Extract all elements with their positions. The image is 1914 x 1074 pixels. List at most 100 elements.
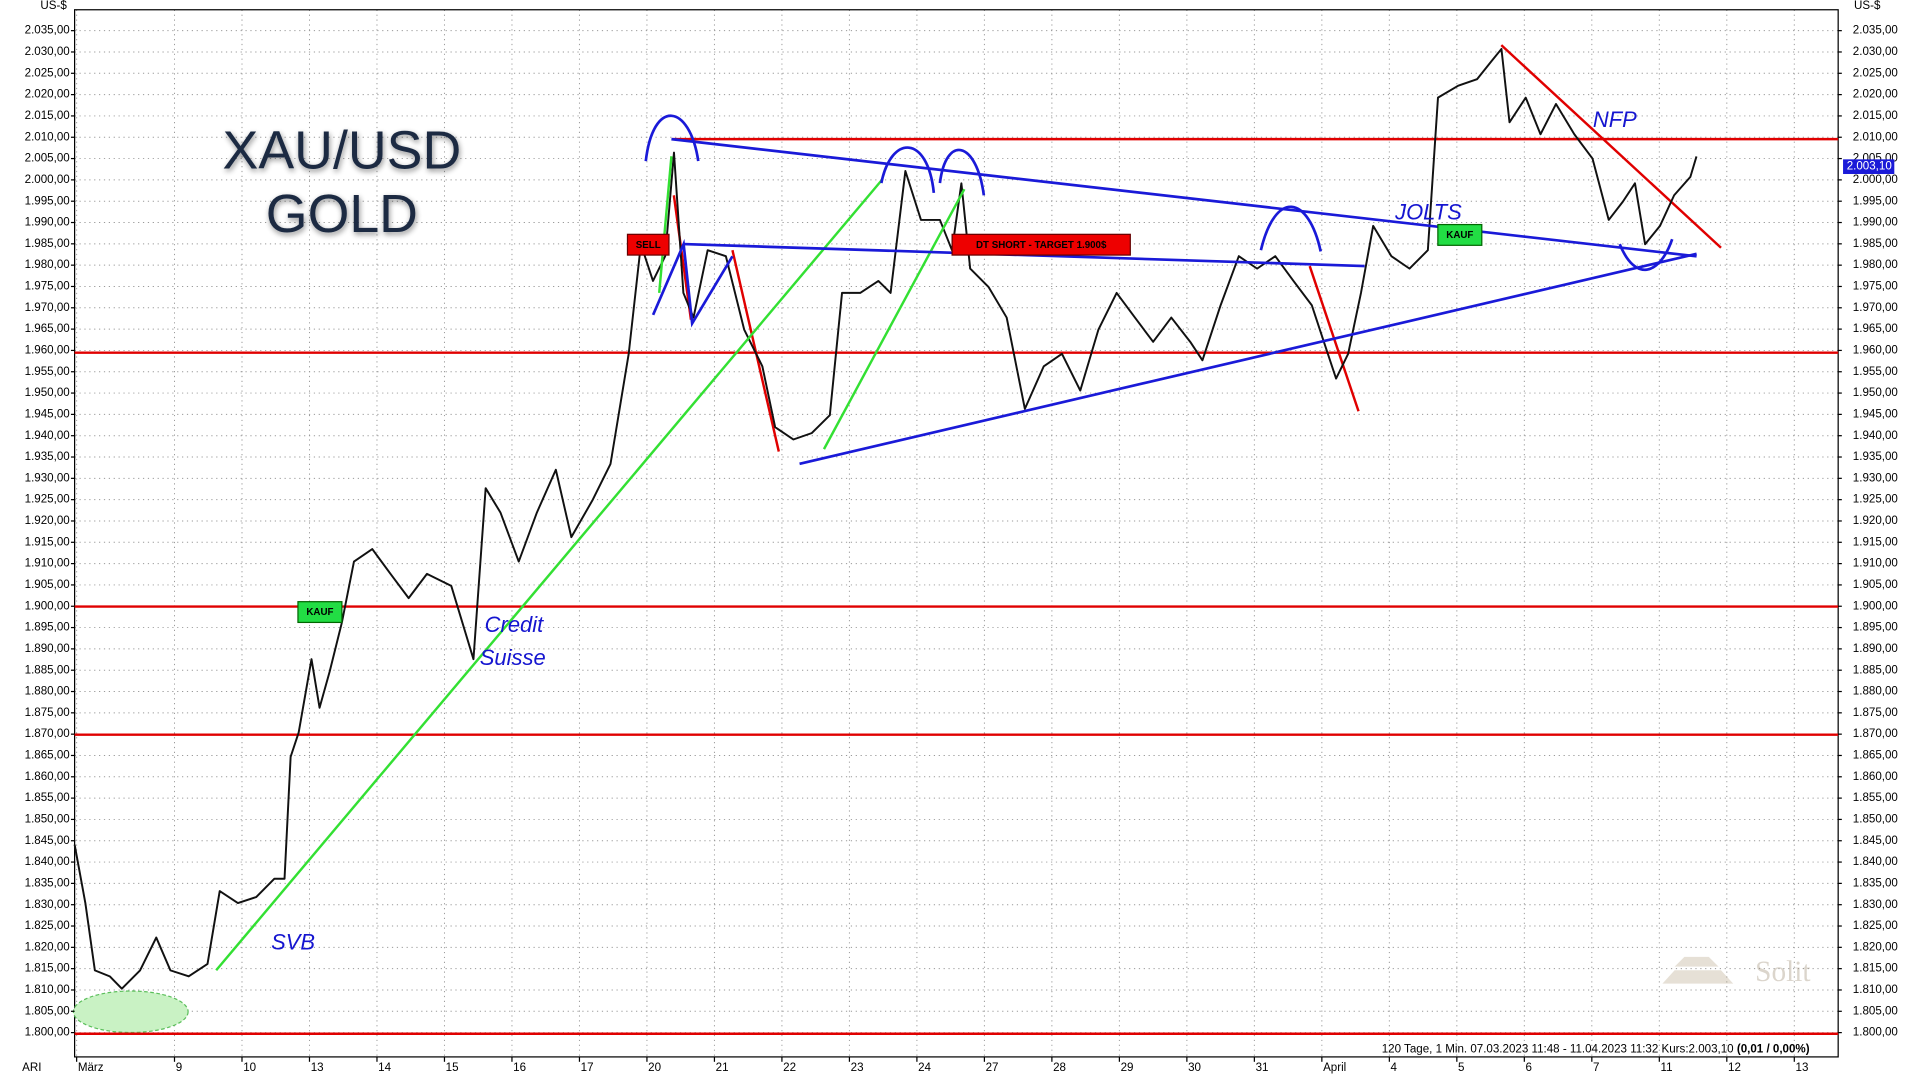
sell-box [626,233,670,256]
y-tick-label: 1.950,00 [1853,387,1898,399]
y-tick-label: 2.010,00 [1853,131,1898,143]
y-tick-label: 1.830,00 [1853,899,1898,911]
y-tick-label: 1.985,00 [1853,238,1898,250]
x-tick-label: 17 [581,1062,594,1074]
y-tick-label: 1.865,00 [25,750,70,762]
buy-label: KAUF [1446,230,1473,241]
x-tick-label: 30 [1188,1062,1201,1074]
y-tick-label: 1.890,00 [1853,643,1898,655]
annotation: SVB [271,930,315,955]
y-tick-label: 1.945,00 [25,408,70,420]
y-tick-label: 1.880,00 [1853,686,1898,698]
x-tick-label: 23 [851,1062,864,1074]
x-tick-label: 12 [1728,1062,1741,1074]
y-tick-label: 1.875,00 [25,707,70,719]
arc [1259,205,1323,252]
x-tick-label: 14 [378,1062,391,1074]
y-tick-label: 1.980,00 [1853,259,1898,271]
trend-line [1500,44,1722,249]
corner-label: ARI [22,1062,41,1074]
y-unit: US-$ [40,0,67,12]
y-tick-label: 1.970,00 [1853,302,1898,314]
y-tick-label: 1.815,00 [25,963,70,975]
y-tick-label: 2.005,00 [25,153,70,165]
y-tick-label: 1.880,00 [25,686,70,698]
y-tick-label: 2.010,00 [25,131,70,143]
reference-lines [74,44,1839,1035]
y-tick-label: 2.025,00 [1853,67,1898,79]
x-tick-label: 24 [918,1062,931,1074]
y-tick-label: 1.910,00 [1853,558,1898,570]
watermark-text: Solit [1755,956,1810,988]
arc [880,146,936,193]
sell-label: SELL [636,240,661,251]
trend-line [671,137,1697,258]
y-tick-label: 1.995,00 [25,195,70,207]
y-tick-label: 1.930,00 [25,472,70,484]
x-tick-label: 15 [446,1062,459,1074]
footer-change: (0,01 / 0,00%) [1737,1044,1810,1056]
y-tick-label: 2.035,00 [25,25,70,37]
y-tick-label: 1.920,00 [1853,515,1898,527]
x-tick-label: 21 [716,1062,729,1074]
y-tick-label: 1.815,00 [1853,963,1898,975]
y-tick-label: 2.020,00 [25,89,70,101]
y-tick-label: 1.825,00 [25,920,70,932]
y-tick-label: 1.960,00 [25,344,70,356]
annotation: Credit [485,612,544,637]
y-tick-label: 1.805,00 [1853,1005,1898,1017]
y-tick-label: 2.030,00 [25,46,70,58]
y-tick-label: 1.875,00 [1853,707,1898,719]
price-line [73,47,1698,990]
x-tick-label: 31 [1256,1062,1269,1074]
last-price-box [1843,159,1895,174]
y-tick-label: 2.015,00 [25,110,70,122]
x-tick-label: März [78,1062,104,1074]
y-tick-label: 2.035,00 [1853,25,1898,37]
y-tick-label: 1.850,00 [1853,813,1898,825]
y-tick-label: 2.000,00 [25,174,70,186]
trend-line [799,252,1697,466]
y-tick-label: 1.800,00 [25,1027,70,1039]
y-tick-label: 1.910,00 [25,558,70,570]
y-tick-label: 1.855,00 [25,792,70,804]
x-tick-label: 16 [513,1062,526,1074]
y-tick-label: 1.960,00 [1853,344,1898,356]
y-tick-label: 1.920,00 [25,515,70,527]
y-tick-label: 1.900,00 [25,600,70,612]
y-tick-label: 1.950,00 [25,387,70,399]
y-tick-label: 1.940,00 [1853,430,1898,442]
x-tick-label: 11 [1661,1062,1673,1074]
y-tick-label: 1.890,00 [25,643,70,655]
x-tick-label: 13 [1796,1062,1809,1074]
x-tick-label: 9 [176,1062,182,1074]
y-tick-label: 1.810,00 [25,984,70,996]
y-tick-label: 2.025,00 [25,67,70,79]
short-label: DT SHORT - TARGET 1.900$ [976,240,1107,251]
x-tick-label: 29 [1121,1062,1134,1074]
y-tick-label: 1.935,00 [1853,451,1898,463]
y-tick-label: 1.830,00 [25,899,70,911]
x-tick-label: 5 [1458,1062,1464,1074]
y-tick-label: 1.930,00 [1853,472,1898,484]
annotation: Suisse [480,645,546,670]
plot-frame [74,9,1839,1058]
footer: 120 Tage, 1 Min. 07.03.2023 11:48 - 11.0… [1382,1044,1810,1056]
trend-line [215,179,883,972]
y-tick-label: 1.835,00 [1853,877,1898,889]
y-tick-label: 1.865,00 [1853,750,1898,762]
y-tick-label: 2.015,00 [1853,110,1898,122]
annotation: JOLTS [1394,200,1462,225]
y-tick-label: 1.805,00 [25,1005,70,1017]
chart-subtitle: GOLD [266,184,418,244]
watermark: Solit [1662,956,1811,988]
y-tick-label: 1.845,00 [25,835,70,847]
y-tick-label: 1.965,00 [25,323,70,335]
x-tick-label: 20 [648,1062,661,1074]
x-tick-label: 10 [243,1062,256,1074]
y-tick-label: 1.905,00 [1853,579,1898,591]
x-tick-label: 22 [783,1062,796,1074]
y-tick-label: 1.975,00 [25,281,70,293]
highlight-ellipse [72,990,189,1034]
y-tick-label: 1.915,00 [1853,536,1898,548]
